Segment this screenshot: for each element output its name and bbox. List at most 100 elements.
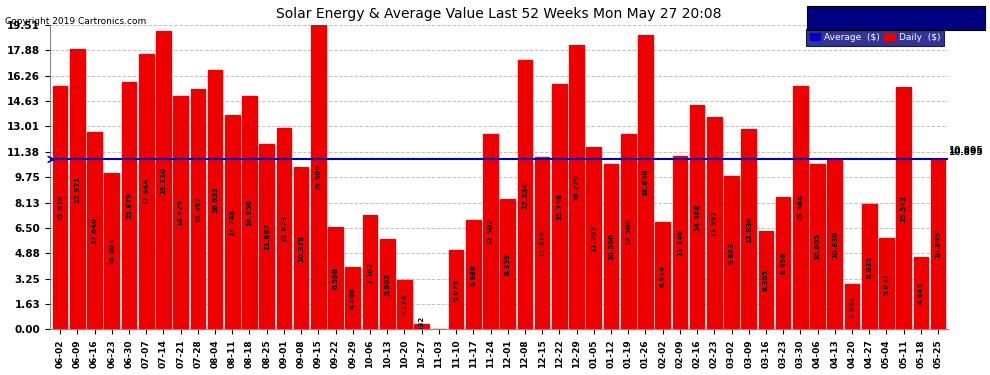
Text: 7.302: 7.302 bbox=[367, 261, 373, 284]
Text: 15.584: 15.584 bbox=[797, 194, 803, 221]
Bar bbox=[828, 160, 842, 330]
Bar bbox=[294, 167, 309, 330]
Bar bbox=[362, 216, 377, 330]
Text: 6.988: 6.988 bbox=[470, 264, 476, 286]
Bar bbox=[690, 105, 705, 330]
Text: 11.019: 11.019 bbox=[540, 230, 545, 257]
Text: 19.110: 19.110 bbox=[160, 167, 166, 194]
Bar bbox=[259, 144, 274, 330]
Text: 17.971: 17.971 bbox=[74, 176, 80, 203]
Text: 14.950: 14.950 bbox=[247, 199, 252, 226]
Text: 13.597: 13.597 bbox=[711, 210, 718, 237]
Bar bbox=[707, 117, 722, 330]
Bar bbox=[70, 49, 85, 330]
Bar bbox=[87, 132, 102, 330]
Bar bbox=[758, 231, 773, 330]
Bar bbox=[466, 220, 480, 330]
Text: 5.805: 5.805 bbox=[384, 273, 390, 295]
Text: 11.707: 11.707 bbox=[591, 225, 597, 252]
Bar bbox=[190, 89, 205, 330]
Bar bbox=[621, 134, 636, 330]
Text: 14.929: 14.929 bbox=[177, 200, 183, 226]
Bar bbox=[415, 324, 429, 330]
Text: 4.008: 4.008 bbox=[349, 287, 355, 309]
Bar bbox=[914, 257, 929, 330]
Bar bbox=[586, 147, 601, 330]
Bar bbox=[173, 96, 188, 330]
Text: 10.003: 10.003 bbox=[109, 238, 115, 265]
Text: 15.879: 15.879 bbox=[126, 192, 132, 219]
Text: 11.140: 11.140 bbox=[677, 229, 683, 256]
Bar bbox=[776, 197, 790, 330]
Bar bbox=[896, 87, 911, 330]
Bar bbox=[931, 159, 945, 330]
Bar bbox=[380, 239, 395, 330]
Text: 10.895: 10.895 bbox=[936, 231, 941, 258]
Text: 4.645: 4.645 bbox=[918, 282, 924, 304]
Text: 10.605: 10.605 bbox=[815, 233, 821, 260]
Bar bbox=[672, 156, 687, 330]
Text: 10.895: 10.895 bbox=[948, 146, 983, 155]
Text: 14.408: 14.408 bbox=[694, 203, 700, 231]
Text: 10.379: 10.379 bbox=[298, 235, 304, 262]
Text: 11.867: 11.867 bbox=[263, 224, 269, 251]
Bar bbox=[879, 238, 894, 330]
Bar bbox=[518, 60, 533, 330]
Text: 2.932: 2.932 bbox=[849, 296, 855, 318]
Text: 13.748: 13.748 bbox=[230, 209, 236, 236]
Bar bbox=[725, 176, 739, 330]
Bar bbox=[52, 86, 67, 330]
Text: 8.032: 8.032 bbox=[866, 256, 872, 278]
Bar bbox=[208, 70, 223, 330]
Bar bbox=[105, 173, 119, 330]
Title: Solar Energy & Average Value Last 52 Weeks Mon May 27 20:08: Solar Energy & Average Value Last 52 Wee… bbox=[276, 7, 722, 21]
Text: 3.174: 3.174 bbox=[401, 294, 408, 316]
Text: 12.836: 12.836 bbox=[745, 216, 751, 243]
Bar bbox=[483, 134, 498, 330]
Text: 5.831: 5.831 bbox=[883, 273, 889, 295]
Text: 5.075: 5.075 bbox=[453, 279, 459, 301]
Bar bbox=[311, 25, 326, 330]
Text: 16.633: 16.633 bbox=[212, 186, 218, 213]
Text: 15.543: 15.543 bbox=[901, 195, 907, 222]
Text: 17.644: 17.644 bbox=[144, 178, 149, 206]
Text: 12.502: 12.502 bbox=[487, 219, 493, 245]
Text: 9.803: 9.803 bbox=[729, 242, 735, 264]
Bar bbox=[397, 280, 412, 330]
Bar bbox=[122, 82, 137, 330]
Bar bbox=[569, 45, 584, 330]
Bar bbox=[844, 284, 859, 330]
Text: 10.580: 10.580 bbox=[608, 233, 614, 260]
Text: 18.229: 18.229 bbox=[573, 174, 579, 201]
Bar bbox=[448, 250, 463, 330]
Text: 17.234: 17.234 bbox=[522, 182, 528, 209]
Text: 8.359: 8.359 bbox=[505, 253, 511, 275]
Text: 10.830: 10.830 bbox=[832, 231, 838, 258]
Text: 12.873: 12.873 bbox=[281, 216, 287, 243]
Text: 15.748: 15.748 bbox=[556, 193, 562, 220]
Text: 8.496: 8.496 bbox=[780, 252, 786, 274]
Bar bbox=[810, 164, 825, 330]
Bar bbox=[225, 115, 240, 330]
Text: 15.397: 15.397 bbox=[195, 196, 201, 223]
Bar bbox=[139, 54, 153, 330]
Text: 10.895: 10.895 bbox=[948, 148, 983, 157]
Text: 6.588: 6.588 bbox=[333, 267, 339, 289]
Bar bbox=[793, 86, 808, 330]
Text: 6.914: 6.914 bbox=[659, 264, 665, 286]
Bar bbox=[552, 84, 566, 330]
Legend: Average  ($), Daily  ($): Average ($), Daily ($) bbox=[806, 29, 943, 46]
Bar bbox=[243, 96, 256, 330]
Text: 0.332: 0.332 bbox=[419, 316, 425, 338]
Bar bbox=[639, 35, 652, 330]
Text: 12.508: 12.508 bbox=[626, 218, 632, 245]
Bar bbox=[742, 129, 756, 330]
Text: 12.640: 12.640 bbox=[91, 217, 98, 244]
Bar bbox=[156, 31, 170, 330]
Bar bbox=[604, 164, 619, 330]
Bar bbox=[655, 222, 670, 330]
Text: 19.509: 19.509 bbox=[316, 164, 322, 190]
Bar bbox=[329, 226, 343, 330]
Bar bbox=[500, 199, 515, 330]
Bar bbox=[862, 204, 876, 330]
